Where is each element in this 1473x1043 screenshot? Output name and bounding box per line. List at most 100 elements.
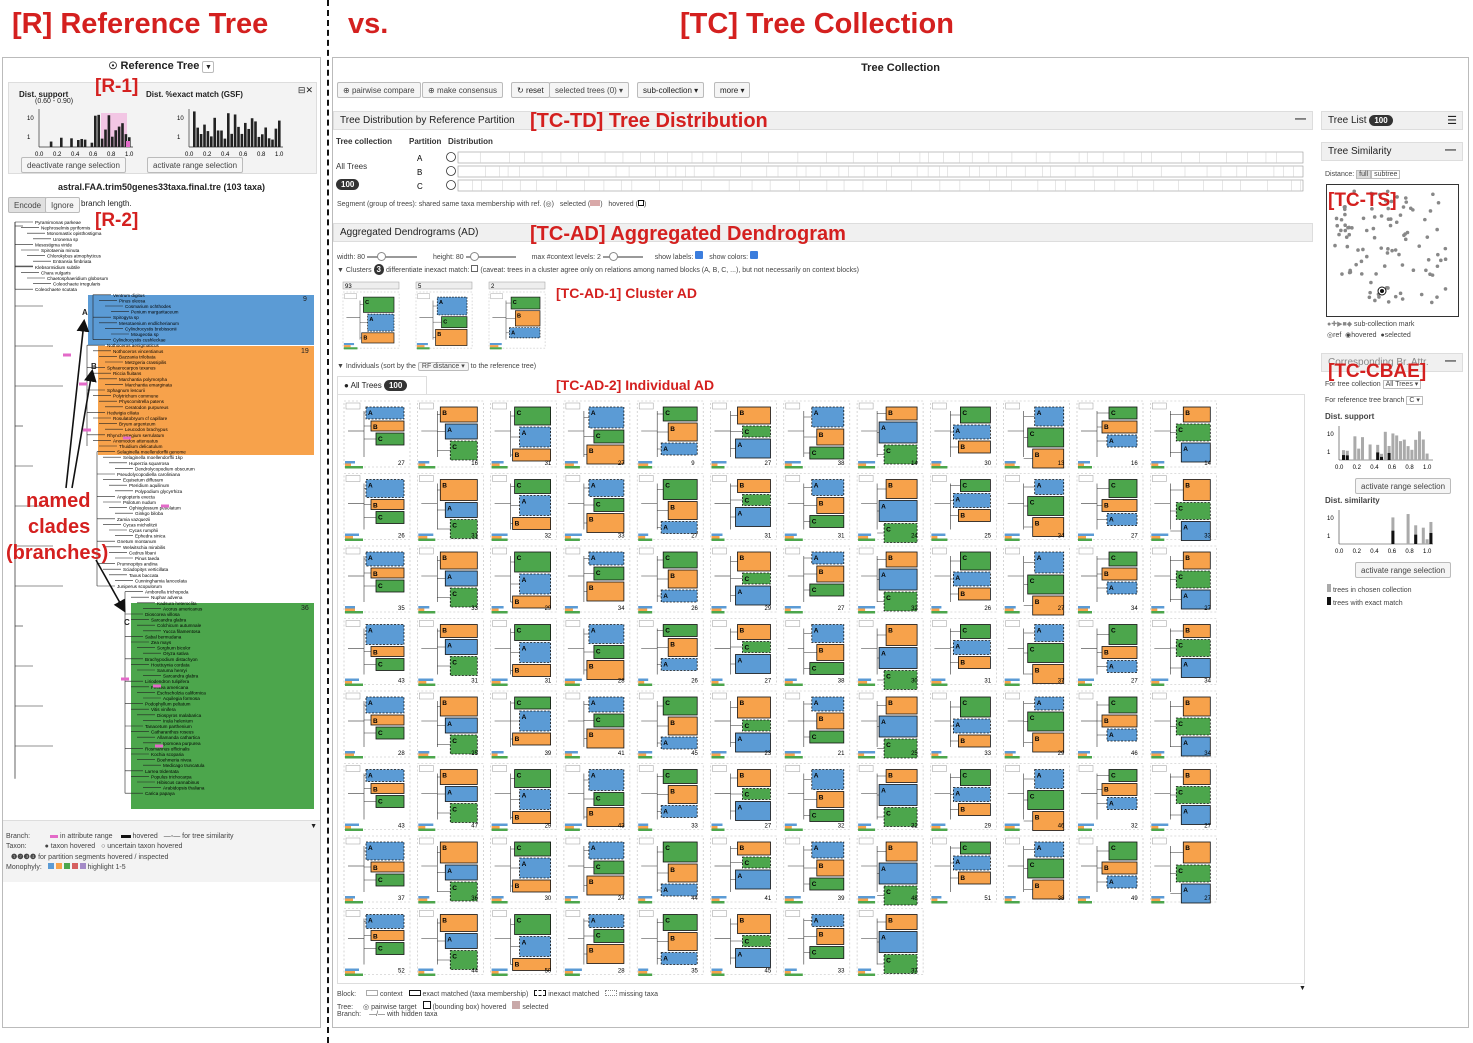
- ad-block-b: [370, 930, 405, 941]
- ad-bbox: [636, 618, 704, 685]
- chevron-down-icon[interactable]: ▼: [202, 61, 215, 73]
- tree-similarity-header[interactable]: Tree Similarity —: [1321, 142, 1463, 161]
- collapse-cbae-icon[interactable]: —: [1445, 355, 1456, 367]
- ad-rf-value: 32: [1131, 824, 1138, 830]
- ad-bbox: [783, 473, 851, 540]
- ignore-button[interactable]: Ignore: [45, 197, 80, 213]
- context-slider[interactable]: [602, 252, 643, 262]
- hist-x-tick: 0.8: [257, 152, 266, 158]
- ad-footer-orange: [931, 898, 938, 901]
- distance-full-button[interactable]: full: [1356, 170, 1372, 179]
- diff-checkbox[interactable]: [471, 265, 479, 272]
- tree-similarity-plot[interactable]: [1326, 184, 1459, 317]
- more-dropdown[interactable]: more ▾: [714, 82, 751, 98]
- tree-list-header[interactable]: Tree List 100 ☰: [1321, 111, 1463, 130]
- collapse-icon[interactable]: ⊟✕: [297, 85, 313, 95]
- taxon-label: Monomastix opisthostigma: [47, 231, 102, 236]
- ad-rf-value: 29: [765, 606, 772, 612]
- cbae-collection-dropdown[interactable]: All Trees ▾: [1382, 380, 1422, 389]
- ts-point: [1419, 292, 1424, 297]
- cbae-bar-chosen: [1395, 435, 1399, 460]
- clade-c-box[interactable]: [131, 603, 314, 809]
- ad-context-block: [565, 837, 581, 845]
- ad-block-b: [586, 944, 625, 964]
- encode-button[interactable]: Encode: [8, 197, 48, 213]
- clusters-toggle-icon[interactable]: ▼: [337, 267, 344, 274]
- clusters-row: ▼ Clusters 3 differentiate inexact match…: [337, 264, 859, 275]
- cbae-branch-dropdown[interactable]: C ▾: [1406, 396, 1423, 405]
- ad-footer-blue: [711, 461, 727, 464]
- ad-block-a: [365, 769, 405, 782]
- clade-c-count: 36: [301, 605, 309, 612]
- ad-footer-blue: [491, 896, 504, 899]
- pairwise-compare-button[interactable]: ⊕ pairwise compare: [337, 82, 421, 98]
- tree-distribution-bars[interactable]: ABC: [403, 150, 1308, 196]
- make-consensus-button[interactable]: ⊕ make consensus: [422, 82, 503, 98]
- collapse-ts-icon[interactable]: —: [1445, 144, 1456, 156]
- tree-distribution-header[interactable]: Tree Distribution by Reference Partition…: [333, 111, 1313, 130]
- selected-trees-dropdown[interactable]: selected trees (0) ▾: [549, 82, 630, 98]
- collapse-td-icon[interactable]: —: [1295, 113, 1306, 125]
- ad-block-b: [737, 624, 771, 640]
- legend-toggle-icon[interactable]: ▼: [310, 823, 317, 830]
- ad-footer-orange: [1004, 608, 1014, 611]
- cbae-header[interactable]: Corresponding Br. Attr. —: [1321, 353, 1463, 372]
- ad-block-c: [1027, 711, 1065, 732]
- clade-a-box[interactable]: [88, 295, 314, 345]
- activate-range-button[interactable]: activate range selection: [147, 157, 244, 173]
- height-slider[interactable]: [465, 252, 516, 262]
- ad-context-block: [1078, 765, 1094, 772]
- ad-footer-blue: [418, 606, 430, 609]
- ts-point: [1347, 232, 1352, 237]
- cbae-bar-chosen: [1418, 431, 1421, 460]
- deactivate-range-button[interactable]: deactivate range selection: [21, 157, 126, 173]
- sub-collection-dropdown[interactable]: sub-collection ▾: [637, 82, 705, 98]
- ad-block-label: A: [1109, 585, 1114, 592]
- list-icon[interactable]: ☰: [1447, 115, 1457, 127]
- tree-similarity-points[interactable]: [1327, 185, 1458, 316]
- cbae-bar-exact: [1387, 452, 1391, 460]
- td-all-trees[interactable]: All Trees: [336, 162, 368, 171]
- ad-block-b: [370, 567, 405, 579]
- ad-block-b: [1182, 841, 1211, 864]
- ad-block-label: A: [738, 589, 743, 596]
- taxon-label: Angiopteris evecta: [117, 494, 155, 499]
- ad-footer-blue: [638, 533, 649, 536]
- cbae-activate-button-1[interactable]: activate range selection: [1355, 478, 1452, 494]
- reset-button[interactable]: ↻ reset: [511, 82, 550, 98]
- reference-tree-header[interactable]: ☉ Reference Tree ▼: [3, 60, 320, 73]
- ad-footer-blue: [858, 968, 872, 971]
- individual-ad-canvas[interactable]: ABC27BAC16CAB31ACB27CBA9BCA27ABC38BAC14C…: [338, 395, 1304, 983]
- show-labels-checkbox[interactable]: [695, 251, 704, 259]
- distance-subtree-button[interactable]: subtree: [1371, 170, 1401, 179]
- ad-rf-value: 47: [471, 824, 478, 830]
- clade-b-box[interactable]: [98, 346, 314, 455]
- cbae-bar-chosen: [1342, 450, 1345, 460]
- ad-block-c: [375, 579, 405, 593]
- ts-point: [1443, 257, 1448, 262]
- cbae-activate-button-2[interactable]: activate range selection: [1355, 562, 1452, 578]
- ad-block-c: [1027, 574, 1065, 595]
- pink-branch-mark: [153, 684, 161, 688]
- all-trees-tab[interactable]: ● All Trees 100: [337, 376, 427, 394]
- ad-header[interactable]: Aggregated Dendrograms (AD): [333, 223, 1313, 242]
- ad-block-label: C: [962, 410, 967, 417]
- hist-bar: [210, 136, 213, 147]
- ad-context-block: [1152, 692, 1167, 700]
- taxon-label: Sarcandra glabra: [151, 618, 187, 623]
- ad-block-a: [1106, 875, 1138, 889]
- ad-bbox: [856, 400, 924, 468]
- sort-dropdown[interactable]: RF distance ▾: [417, 362, 469, 371]
- width-slider[interactable]: [366, 252, 417, 262]
- ts-point: [1400, 297, 1405, 301]
- ad-block-b: [512, 811, 552, 824]
- individuals-toggle-icon[interactable]: ▼: [337, 363, 344, 370]
- ad-block-c: [441, 316, 468, 329]
- scroll-down-icon[interactable]: ▼: [1299, 985, 1306, 992]
- show-colors-checkbox[interactable]: [750, 251, 759, 259]
